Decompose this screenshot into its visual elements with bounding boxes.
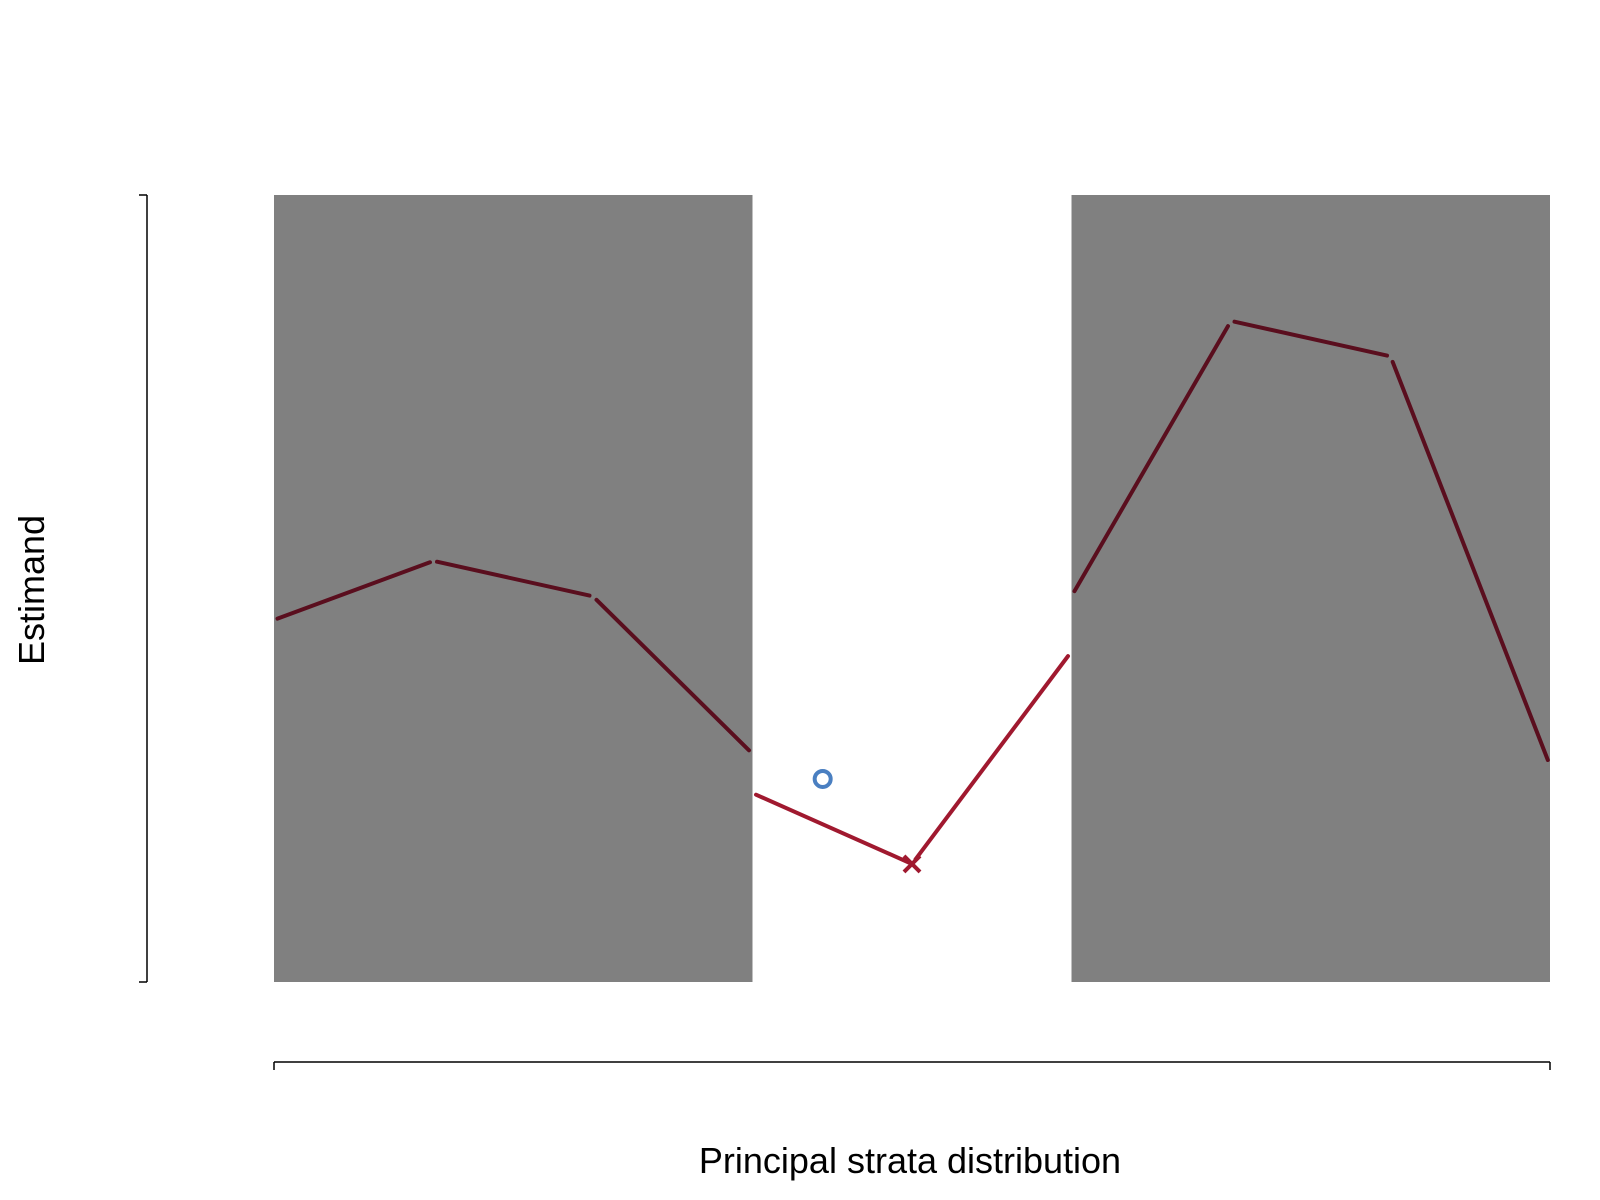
marker-cross-stroke-2: [902, 854, 922, 874]
shaded-regions: [274, 195, 1550, 982]
series-right-segment-2: [1232, 319, 1389, 358]
x-axis: [273, 1061, 1551, 1070]
x-axis-label: Principal strata distribution: [699, 1140, 1121, 1181]
markers: [812, 768, 922, 874]
series-middle-segment-1: [754, 792, 911, 865]
series-right-segment-3: [1390, 359, 1550, 762]
series-left-segment-3: [594, 597, 751, 753]
series-right-segment-1: [1072, 324, 1230, 594]
marker-cross: [902, 854, 922, 874]
series-left-segment-1: [275, 560, 432, 621]
shaded-region-2: [1071, 195, 1550, 982]
series-middle-segment-2: [913, 654, 1070, 862]
series-left-segment-2: [435, 559, 592, 598]
y-axis-label: Estimand: [11, 515, 52, 665]
series-lines: [275, 319, 1550, 865]
y-axis: [139, 194, 148, 983]
shaded-region-1: [274, 195, 753, 982]
marker-circle: [812, 768, 833, 789]
